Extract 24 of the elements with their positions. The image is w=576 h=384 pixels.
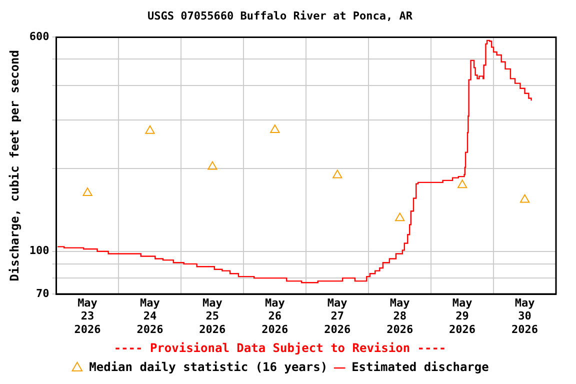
x-tick-label: May 28 2026 bbox=[386, 296, 414, 336]
point bbox=[208, 161, 218, 170]
x-tick-label: May 26 2026 bbox=[262, 296, 289, 336]
point bbox=[457, 180, 468, 188]
point bbox=[332, 170, 342, 178]
point bbox=[520, 194, 530, 203]
point bbox=[270, 124, 280, 134]
x-tick-label: May 23 2026 bbox=[74, 296, 102, 336]
x-tick-label: May 29 2026 bbox=[449, 296, 476, 336]
x-tick-label: May 25 2026 bbox=[199, 296, 226, 336]
point bbox=[82, 187, 92, 196]
legend-label: Estimated discharge bbox=[352, 360, 489, 374]
x-tick-label: May 30 2026 bbox=[512, 296, 538, 336]
y-tick-label: 70 bbox=[36, 286, 50, 300]
point bbox=[145, 125, 155, 134]
y-tick-label: 600 bbox=[29, 30, 50, 44]
y-axis-title: Discharge, cubic feet per second bbox=[7, 50, 22, 282]
point bbox=[395, 212, 405, 222]
x-tick-label: May 27 2026 bbox=[324, 296, 351, 336]
text: ---- Provisional Data Subject to Revision ---- bbox=[114, 340, 446, 355]
legend-label: Median daily statistic (16 years) bbox=[89, 360, 328, 374]
x-tick-label: May 24 2026 bbox=[136, 296, 164, 336]
y-tick-label: 100 bbox=[29, 244, 50, 258]
chart-title: USGS 07055660 Buffalo River at Ponca, AR bbox=[148, 9, 413, 22]
